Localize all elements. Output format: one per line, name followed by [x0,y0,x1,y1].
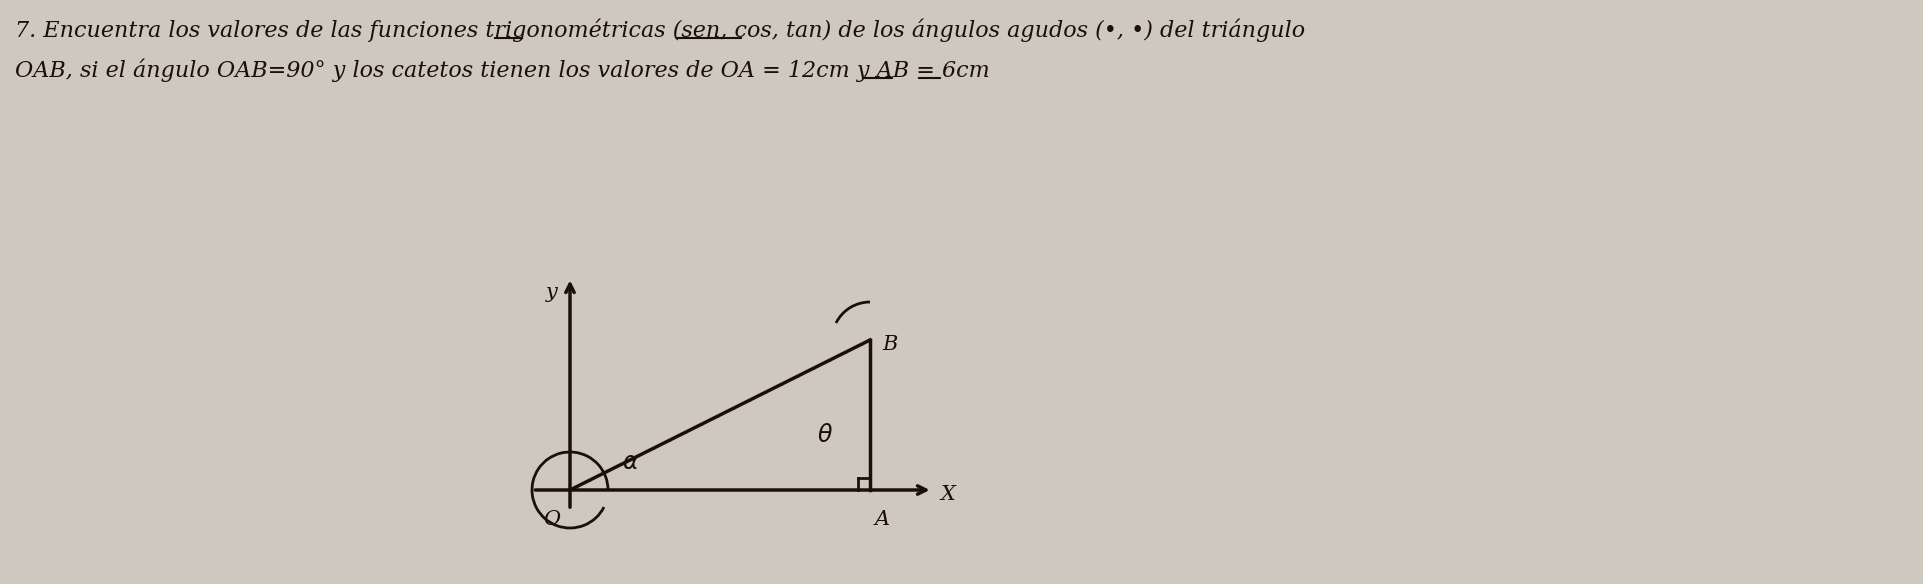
Text: B: B [883,335,898,354]
Text: X: X [940,485,956,505]
Text: O: O [544,510,562,529]
Text: OAB, si el ángulo OAB=90° y los catetos tienen los valores de OA = 12cm y AB = 6: OAB, si el ángulo OAB=90° y los catetos … [15,58,990,82]
Text: y: y [546,283,558,301]
Text: A: A [875,510,890,529]
Text: 7. Encuentra los valores de las funciones trigonométricas (sen, cos, tan) de los: 7. Encuentra los valores de las funcione… [15,18,1306,41]
Text: $\theta$: $\theta$ [817,423,833,447]
Text: $\alpha$: $\alpha$ [621,450,638,474]
